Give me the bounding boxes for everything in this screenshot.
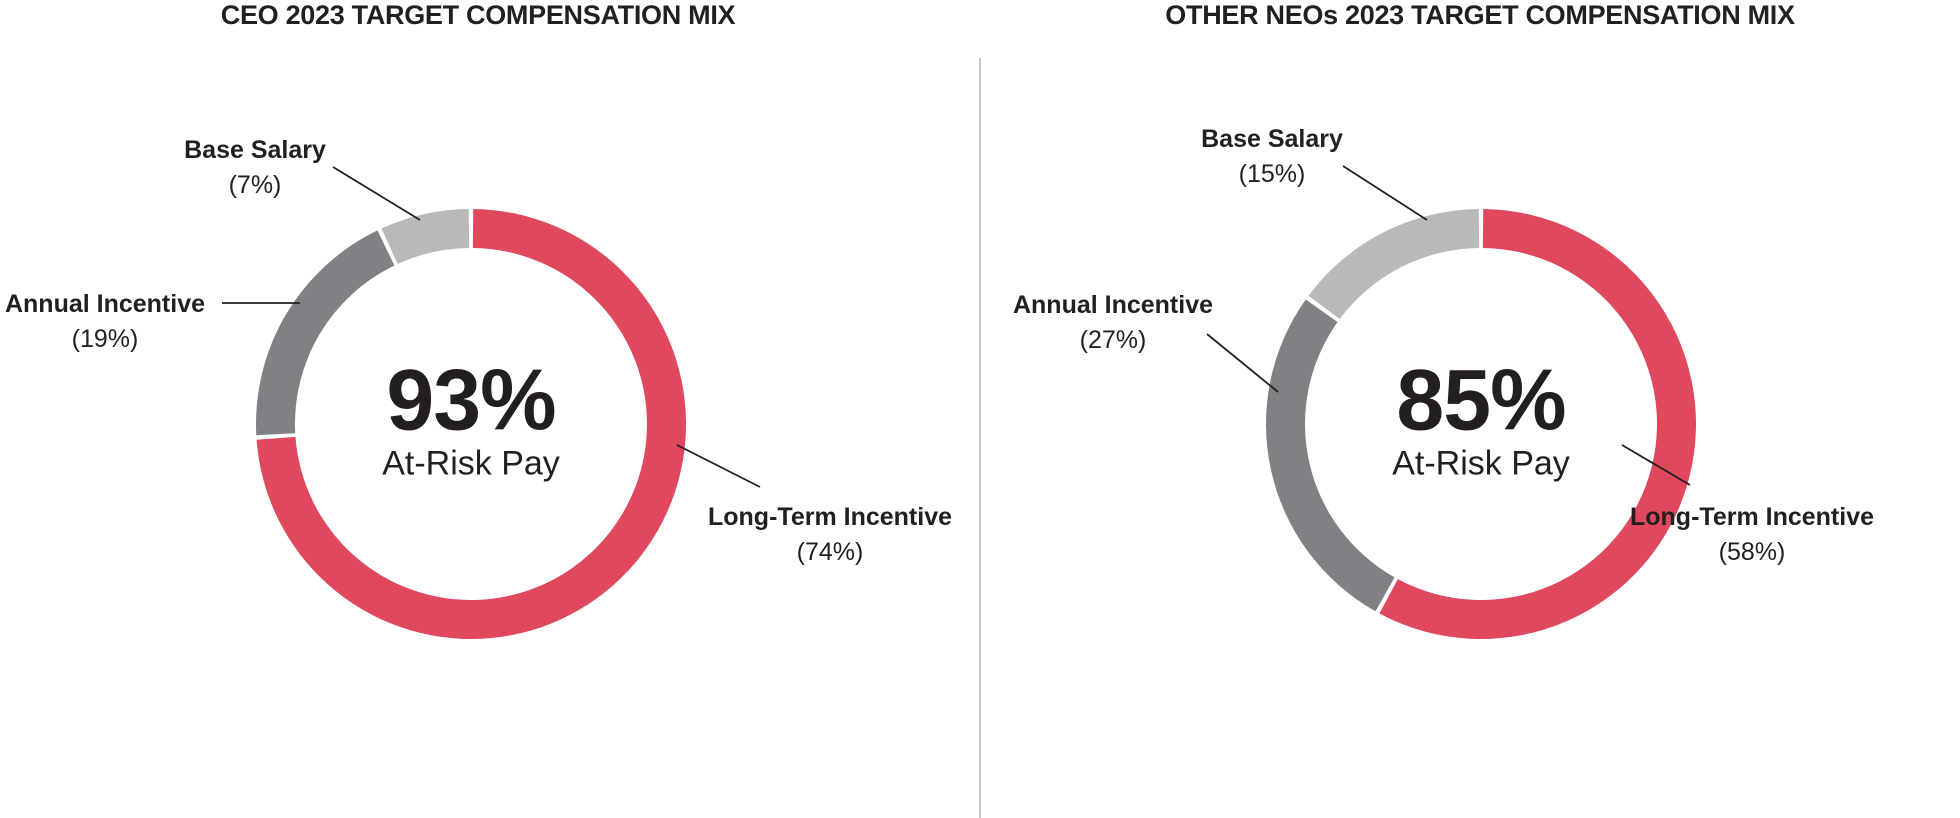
donut-segment-base-salary — [381, 209, 470, 264]
segment-name: Base Salary — [1201, 125, 1343, 153]
panel-divider — [979, 58, 981, 818]
ceo-base-salary-leader-line — [332, 166, 421, 221]
donut-segment-annual-incentive — [1266, 299, 1395, 612]
neo-long-term-incentive-label: Long-Term Incentive (58%) — [1630, 500, 1874, 570]
neo-long-term-incentive-leader-line — [1621, 444, 1691, 486]
donut-segment-base-salary — [1308, 209, 1480, 320]
segment-name: Annual Incentive — [4, 290, 206, 318]
ceo-long-term-incentive-label: Long-Term Incentive (74%) — [708, 500, 952, 570]
neo-annual-incentive-leader-line — [1206, 333, 1279, 393]
ceo-base-salary-label: Base Salary (7%) — [184, 133, 326, 203]
neo-donut-ring — [1266, 209, 1696, 639]
segment-percent: (7%) — [228, 171, 282, 199]
donut-segment-annual-incentive — [255, 230, 395, 436]
ceo-donut-ring — [255, 209, 687, 639]
neo-base-salary-leader-line — [1342, 165, 1428, 221]
neo-chart-title: OTHER NEOs 2023 TARGET COMPENSATION MIX — [1165, 0, 1795, 30]
segment-name: Base Salary — [184, 136, 326, 164]
ceo-at-risk-value: 93% — [386, 352, 556, 449]
segment-percent: (74%) — [796, 538, 864, 566]
donut-segment-long-term-incentive — [1379, 209, 1696, 639]
ceo-at-risk-caption: At-Risk Pay — [382, 444, 560, 483]
segment-name: Long-Term Incentive — [1629, 503, 1875, 531]
ceo-chart-title: CEO 2023 TARGET COMPENSATION MIX — [220, 0, 736, 30]
ceo-annual-incentive-label: Annual Incentive (19%) — [5, 287, 205, 357]
segment-name: Annual Incentive — [1012, 291, 1214, 319]
neo-at-risk-value: 85% — [1396, 352, 1566, 449]
neo-base-salary-label: Base Salary (15%) — [1201, 122, 1343, 192]
segment-percent: (58%) — [1718, 538, 1786, 566]
segment-name: Long-Term Incentive — [707, 503, 953, 531]
segment-percent: (15%) — [1238, 160, 1306, 188]
segment-percent: (27%) — [1079, 326, 1147, 354]
ceo-long-term-incentive-leader-line — [676, 444, 761, 488]
neo-annual-incentive-label: Annual Incentive (27%) — [1013, 288, 1213, 358]
segment-percent: (19%) — [71, 325, 139, 353]
neo-at-risk-caption: At-Risk Pay — [1392, 444, 1570, 483]
